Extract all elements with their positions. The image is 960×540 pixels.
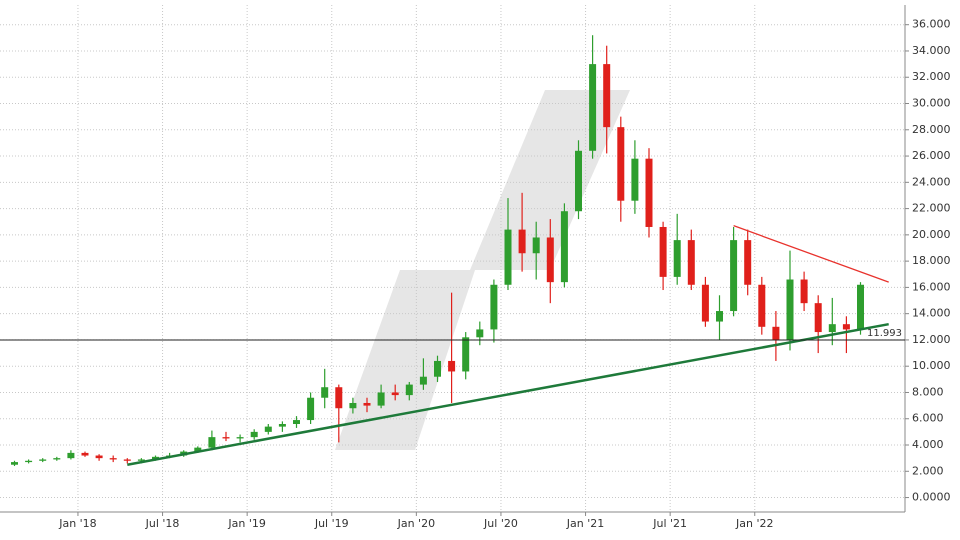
candle-body	[589, 64, 597, 151]
candle-body	[194, 447, 202, 452]
y-tick-label: 36.000	[912, 18, 951, 31]
candle-body	[335, 387, 343, 409]
x-tick-label: Jan '19	[227, 517, 265, 530]
candle-body	[363, 402, 371, 406]
candle-body	[95, 455, 103, 459]
marks	[11, 35, 864, 467]
candle-body	[476, 329, 484, 338]
candle-body	[307, 397, 315, 421]
candle-body	[786, 279, 794, 340]
y-tick-label: 22.000	[912, 202, 951, 215]
candle-body	[53, 458, 61, 460]
candle-body	[67, 452, 75, 459]
y-tick-label: 14.000	[912, 307, 951, 320]
candle-body	[631, 158, 639, 201]
x-tick-label: Jan '20	[397, 517, 435, 530]
candle-body	[772, 326, 780, 340]
candle-body	[462, 337, 470, 372]
candle-body	[814, 303, 822, 333]
candle-body	[800, 279, 808, 304]
candle-body	[137, 459, 145, 461]
y-tick-label: 20.000	[912, 228, 951, 241]
trendline	[733, 225, 889, 283]
x-tick-label: Jan '22	[735, 517, 773, 530]
grid	[0, 5, 905, 512]
candle-body	[123, 459, 131, 461]
y-tick-label: 10.000	[912, 359, 951, 372]
candle-body	[504, 229, 512, 285]
candle-body	[448, 360, 456, 372]
candle-body	[25, 460, 33, 463]
y-tick-label: 4.000	[912, 438, 944, 451]
candle-body	[687, 240, 695, 285]
x-tick-label: Jul '20	[483, 517, 518, 530]
candle-body	[81, 452, 89, 456]
candle-body	[659, 226, 667, 277]
y-tick-label: 0.0000	[912, 491, 951, 504]
candle-body	[716, 311, 723, 322]
candle-body	[293, 420, 300, 424]
candle-body	[490, 284, 498, 330]
candle-body	[603, 64, 611, 128]
candle-body	[152, 456, 159, 460]
candle-body	[278, 423, 286, 427]
candle-body	[857, 284, 864, 330]
candle-body	[109, 458, 117, 460]
candle-body	[264, 426, 272, 432]
candle-body	[236, 437, 244, 439]
y-tick-label: 6.000	[912, 412, 944, 425]
y-tick-label: 32.000	[912, 70, 951, 83]
x-tick-label: Jan '18	[58, 517, 96, 530]
candle-body	[730, 240, 738, 312]
y-tick-label: 28.000	[912, 123, 951, 136]
y-tick-label: 34.000	[912, 44, 951, 57]
y-tick-label: 24.000	[912, 175, 951, 188]
candle-body	[828, 324, 836, 333]
candle-body	[673, 240, 681, 277]
candle-body	[842, 324, 850, 330]
candle-body	[560, 211, 568, 283]
candle-body	[575, 150, 582, 212]
candle-body	[532, 237, 540, 254]
horizontal-line-label: 11.993	[867, 328, 902, 339]
candle-body	[645, 158, 653, 227]
y-tick-label: 2.000	[912, 464, 944, 477]
candle-body	[405, 384, 413, 396]
y-tick-label: 12.000	[912, 333, 951, 346]
y-tick-label: 26.000	[912, 149, 951, 162]
y-tick-label: 8.000	[912, 385, 944, 398]
x-tick-label: Jan '21	[566, 517, 604, 530]
candle-body	[349, 402, 357, 409]
x-tick-label: Jul '18	[145, 517, 180, 530]
y-tick-label: 16.000	[912, 280, 951, 293]
candle-body	[419, 376, 427, 385]
candle-body	[222, 437, 230, 439]
candle-body	[758, 284, 766, 327]
candle-body	[377, 392, 385, 406]
y-tick-label: 30.000	[912, 97, 951, 110]
y-tick-label: 18.000	[912, 254, 951, 267]
x-tick-label: Jul '21	[652, 517, 687, 530]
candle-body	[39, 459, 47, 461]
candle-body	[250, 431, 258, 438]
trendline	[127, 322, 889, 466]
candle-body	[546, 237, 554, 283]
candle-body	[701, 284, 709, 322]
candle-body	[208, 437, 216, 448]
candle-body	[11, 462, 18, 465]
x-tick-label: Jul '19	[314, 517, 349, 530]
candle-body	[321, 387, 329, 398]
candle-body	[434, 360, 441, 377]
candle-body	[744, 240, 752, 285]
candle-body	[617, 127, 625, 201]
candle-body	[391, 392, 399, 396]
candle-body	[518, 229, 526, 254]
